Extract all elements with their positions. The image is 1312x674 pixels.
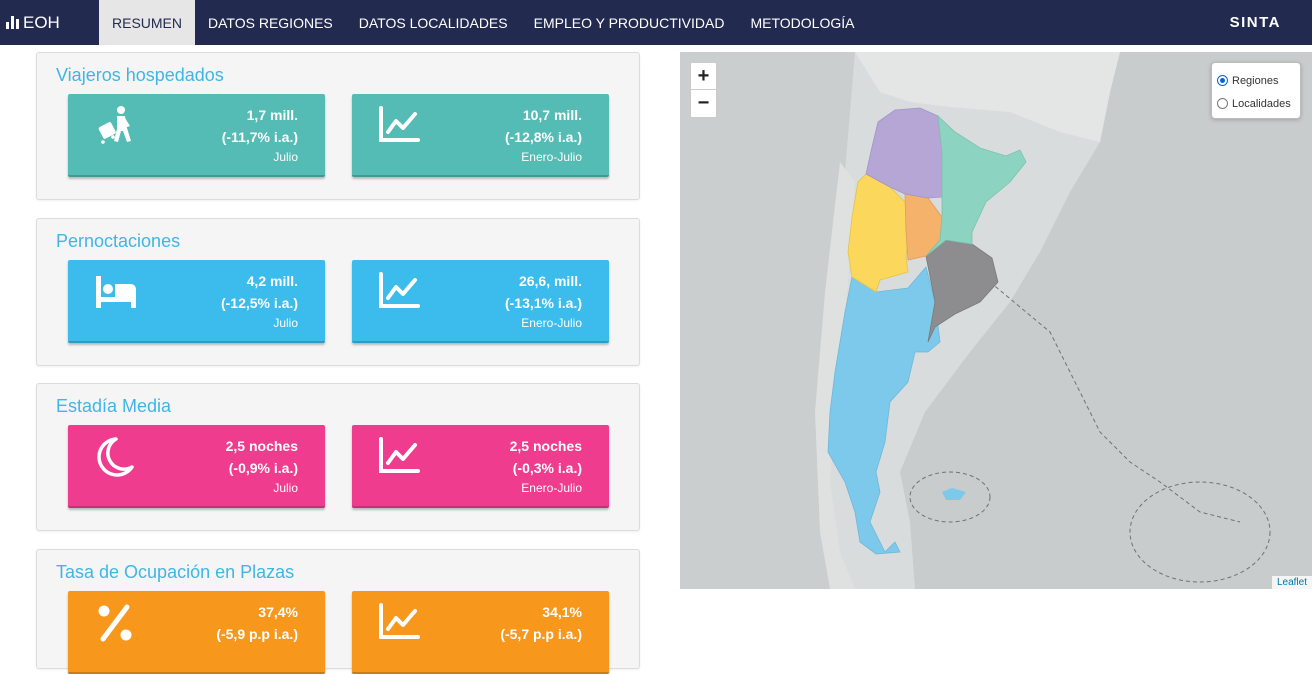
card-ocupacion-julio: 37,4% (-5,9 p.p i.a.) xyxy=(68,591,325,674)
tab-datos-regiones[interactable]: DATOS REGIONES xyxy=(208,14,333,31)
region-norte[interactable] xyxy=(865,107,943,199)
card-value: 2,5 noches xyxy=(509,438,582,454)
line-chart-icon xyxy=(379,272,420,308)
card-pernoctaciones-julio: 4,2 mill. (-12,5% i.a.) Julio xyxy=(68,260,325,343)
tab-empleo-productividad[interactable]: EMPLEO Y PRODUCTIVIDAD xyxy=(533,14,725,31)
leaflet-attribution-link[interactable]: Leaflet xyxy=(1271,576,1312,589)
radio-localidades[interactable] xyxy=(1217,98,1228,109)
card-period: Julio xyxy=(273,316,298,330)
layer-label: Regiones xyxy=(1232,74,1279,87)
traveler-luggage-icon xyxy=(98,106,131,144)
tab-datos-localidades[interactable]: DATOS LOCALIDADES xyxy=(358,14,508,31)
sinta-brand[interactable]: SINTA xyxy=(1229,14,1281,31)
tab-resumen[interactable]: RESUMEN xyxy=(99,0,196,45)
layer-label: Localidades xyxy=(1232,97,1291,110)
line-chart-icon xyxy=(379,106,420,142)
region-litoral[interactable] xyxy=(925,114,1027,257)
zoom-control: + − xyxy=(689,61,718,119)
card-delta: (-13,1% i.a.) xyxy=(504,295,582,311)
card-delta: (-12,8% i.a.) xyxy=(504,129,582,145)
card-value: 34,1% xyxy=(542,604,582,620)
malvinas-islands xyxy=(942,488,966,500)
card-pernoctaciones-acumulado: 26,6, mill. (-13,1% i.a.) Enero-Julio xyxy=(352,260,609,343)
card-period: Julio xyxy=(273,150,298,164)
card-viajeros-acumulado: 10,7 mill. (-12,8% i.a.) Enero-Julio xyxy=(352,94,609,177)
panel-title: Tasa de Ocupación en Plazas xyxy=(56,562,295,582)
line-chart-icon xyxy=(379,603,420,639)
tab-metodologia[interactable]: METODOLOGÍA xyxy=(750,14,855,31)
card-value: 1,7 mill. xyxy=(246,107,298,123)
card-value: 10,7 mill. xyxy=(522,107,582,123)
nav-tabs: RESUMEN DATOS REGIONES DATOS LOCALIDADES… xyxy=(99,0,867,45)
panel-estadia-media: Estadía Media 2,5 noches (-0,9% i.a.) Ju… xyxy=(36,383,640,531)
moon-icon xyxy=(97,437,134,477)
card-delta: (-11,7% i.a.) xyxy=(221,129,298,145)
zoom-in-button[interactable]: + xyxy=(691,63,716,90)
top-navbar: EOH RESUMEN DATOS REGIONES DATOS LOCALID… xyxy=(0,0,1312,45)
card-delta: (-0,9% i.a.) xyxy=(228,460,298,476)
zoom-out-button[interactable]: − xyxy=(697,92,710,114)
card-period: Enero-Julio xyxy=(521,150,582,164)
layer-option-regiones[interactable]: Regiones xyxy=(1217,69,1300,92)
line-chart-icon xyxy=(379,437,420,473)
brand[interactable]: EOH xyxy=(0,0,99,45)
card-period: Enero-Julio xyxy=(521,316,582,330)
panel-tasa-ocupacion: Tasa de Ocupación en Plazas 37,4% (-5,9 … xyxy=(36,549,640,674)
panel-pernoctaciones: Pernoctaciones 4,2 mill. (-12,5% i.a.) J… xyxy=(36,218,640,366)
card-value: 2,5 noches xyxy=(225,438,298,454)
card-estadia-acumulado: 2,5 noches (-0,3% i.a.) Enero-Julio xyxy=(352,425,609,508)
regions-map[interactable]: + − Regiones Localidades Leaflet xyxy=(680,52,1312,589)
card-delta: (-12,5% i.a.) xyxy=(220,295,298,311)
panel-viajeros: Viajeros hospedados 1,7 mill. (-11,7% i.… xyxy=(36,52,640,200)
card-value: 26,6, mill. xyxy=(518,273,582,289)
layer-option-localidades[interactable]: Localidades xyxy=(1217,92,1300,115)
radio-regiones[interactable] xyxy=(1217,75,1228,86)
argentina-regions[interactable] xyxy=(827,107,1027,555)
card-ocupacion-acumulado: 34,1% (-5,7 p.p i.a.) xyxy=(352,591,609,674)
card-period: Enero-Julio xyxy=(521,481,582,495)
card-estadia-julio: 2,5 noches (-0,9% i.a.) Julio xyxy=(68,425,325,508)
percent-icon xyxy=(98,604,132,642)
brand-label: EOH xyxy=(23,12,60,32)
panel-title: Estadía Media xyxy=(56,396,172,416)
layer-switcher: Regiones Localidades xyxy=(1211,62,1301,119)
card-delta: (-5,7 p.p i.a.) xyxy=(500,626,582,642)
panel-title: Viajeros hospedados xyxy=(56,65,224,85)
card-period: Julio xyxy=(273,481,298,495)
card-delta: (-5,9 p.p i.a.) xyxy=(216,626,298,642)
bed-icon xyxy=(96,276,136,308)
card-delta: (-0,3% i.a.) xyxy=(512,460,582,476)
panel-title: Pernoctaciones xyxy=(56,231,181,251)
map-canvas[interactable] xyxy=(680,52,1312,589)
bar-chart-logo-icon xyxy=(6,16,19,29)
card-value: 37,4% xyxy=(258,604,298,620)
card-value: 4,2 mill. xyxy=(246,273,298,289)
card-viajeros-julio: 1,7 mill. (-11,7% i.a.) Julio xyxy=(68,94,325,177)
